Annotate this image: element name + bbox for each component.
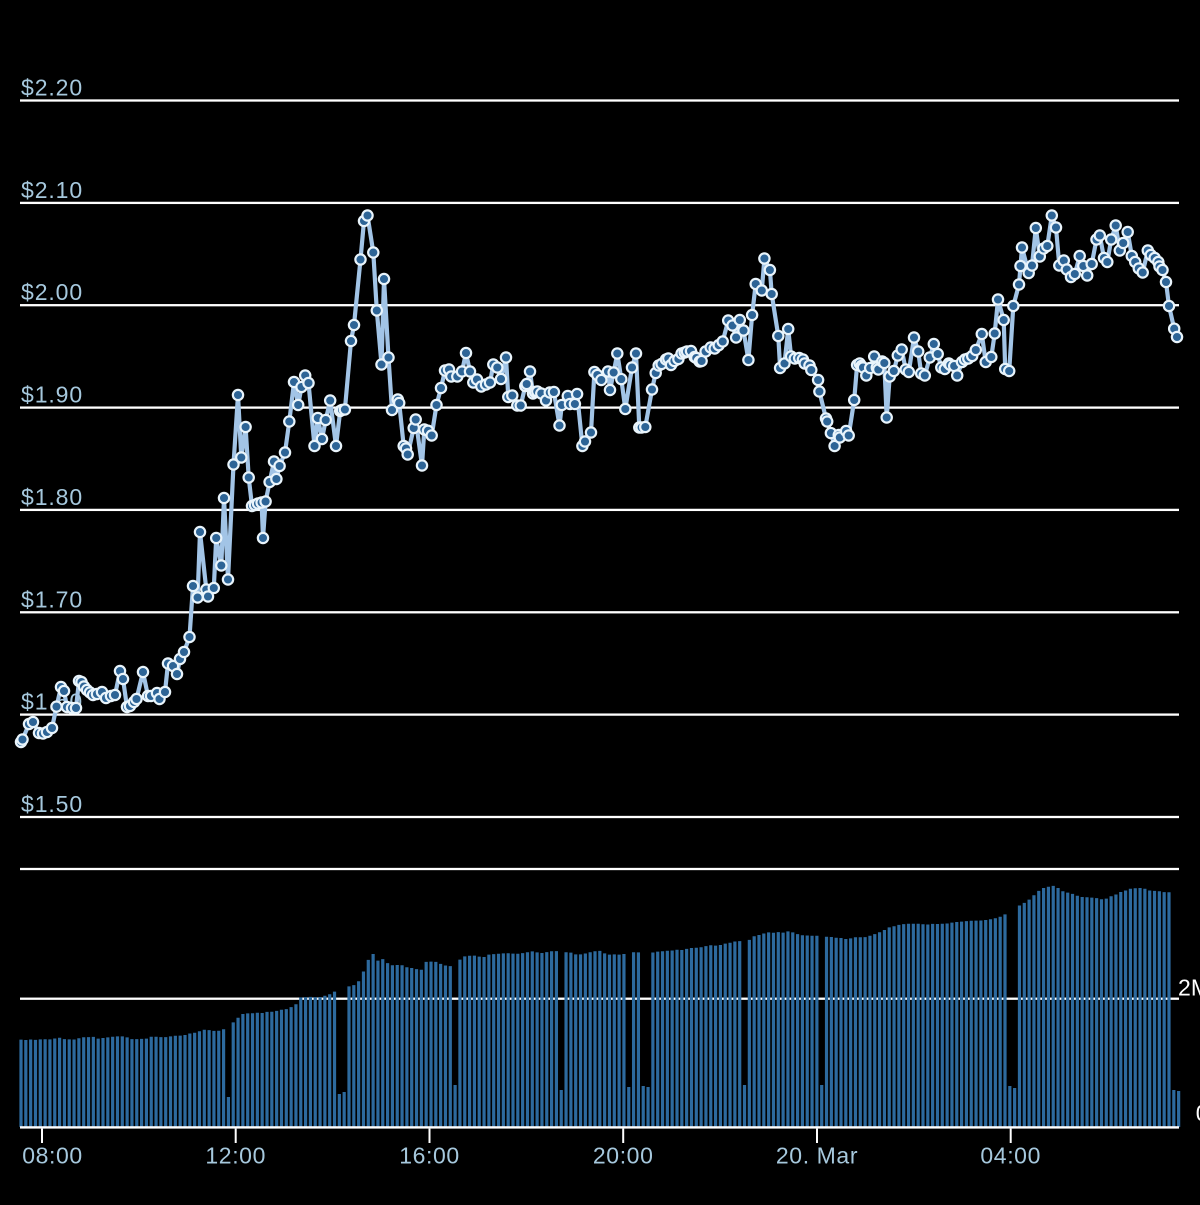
svg-text:0: 0 [1196, 1100, 1200, 1126]
svg-text:$1.70: $1.70 [21, 586, 83, 612]
svg-text:20. Mar: 20. Mar [776, 1143, 858, 1169]
svg-text:$1.50: $1.50 [21, 791, 83, 817]
svg-text:20:00: 20:00 [593, 1143, 654, 1169]
svg-text:$2.00: $2.00 [21, 279, 83, 305]
svg-text:$2.10: $2.10 [21, 177, 83, 203]
svg-text:$1.80: $1.80 [21, 484, 83, 510]
svg-text:04:00: 04:00 [980, 1143, 1041, 1169]
svg-text:16:00: 16:00 [399, 1143, 460, 1169]
svg-text:$2.20: $2.20 [21, 75, 83, 101]
svg-text:$1.90: $1.90 [21, 382, 83, 408]
svg-text:08:00: 08:00 [22, 1143, 83, 1169]
svg-text:12:00: 12:00 [205, 1143, 266, 1169]
svg-text:2M: 2M [1178, 975, 1200, 1001]
